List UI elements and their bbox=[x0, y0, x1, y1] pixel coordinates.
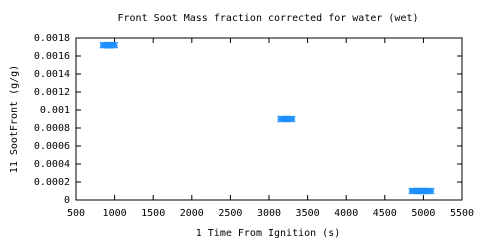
point bbox=[288, 115, 296, 123]
y-tick-label: 0.0008 bbox=[34, 123, 70, 134]
x-tick-label: 3000 bbox=[257, 208, 281, 219]
x-tick-label: 1500 bbox=[141, 208, 165, 219]
plot-border bbox=[75, 37, 463, 201]
x-tick-label: 5500 bbox=[450, 208, 474, 219]
x-tick-label: 500 bbox=[67, 208, 85, 219]
x-tick-label: 3500 bbox=[296, 208, 320, 219]
chart-title: Front Soot Mass fraction corrected for w… bbox=[117, 13, 418, 24]
y-tick-label: 0 bbox=[64, 195, 70, 206]
y-tick-label: 0.0006 bbox=[34, 141, 70, 152]
y-tick-label: 0.0016 bbox=[34, 51, 70, 62]
point bbox=[111, 41, 119, 49]
x-tick-label: 4000 bbox=[334, 208, 358, 219]
y-tick-label: 0.0012 bbox=[34, 87, 70, 98]
y-tick-label: 0.0002 bbox=[34, 177, 70, 188]
x-axis-label: 1 Time From Ignition (s) bbox=[196, 228, 341, 239]
y-tick-label: 0.0018 bbox=[34, 33, 70, 44]
point bbox=[427, 187, 435, 195]
y-tick-label: 0.0014 bbox=[34, 69, 70, 80]
x-tick-label: 4500 bbox=[373, 208, 397, 219]
y-tick-label: 0.0004 bbox=[34, 159, 70, 170]
y-tick-label: 0.001 bbox=[40, 105, 70, 116]
x-tick-label: 2000 bbox=[180, 208, 204, 219]
y-axis-label: 11 SootFront (g/g) bbox=[9, 65, 20, 173]
x-tick-label: 5000 bbox=[411, 208, 435, 219]
x-tick-label: 1000 bbox=[103, 208, 127, 219]
x-tick-label: 2500 bbox=[218, 208, 242, 219]
